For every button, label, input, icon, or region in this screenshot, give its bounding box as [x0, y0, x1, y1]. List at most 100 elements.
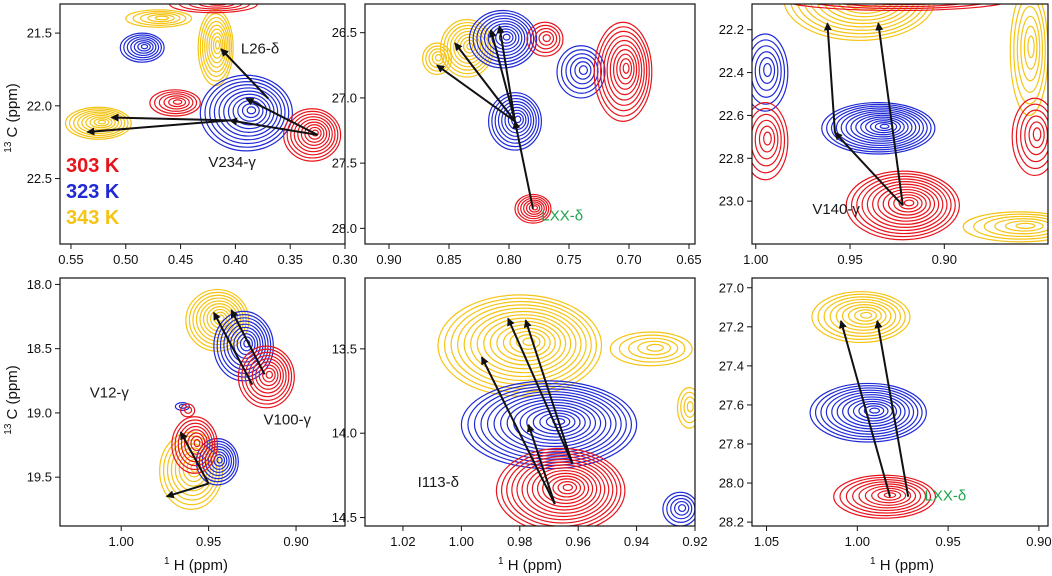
- contour-level: [637, 340, 672, 356]
- contour-level: [162, 435, 221, 506]
- x-tick-label: 0.90: [376, 252, 401, 267]
- x-tick-label: 0.85: [436, 252, 461, 267]
- y-tick-label: 22.6: [719, 108, 744, 123]
- contour-level: [219, 317, 269, 374]
- contour-level: [811, 291, 911, 344]
- contour-level: [803, 4, 920, 31]
- peak-label: V234-γ: [208, 154, 256, 171]
- contour-level: [498, 31, 514, 44]
- contour-level: [119, 32, 165, 63]
- y-tick-label: 18.0: [27, 277, 52, 292]
- x-tick-label: 0.95: [837, 252, 862, 267]
- y-tick-label: 27.8: [719, 436, 744, 451]
- plot-frame: [59, 3, 346, 245]
- contour-level: [826, 103, 932, 153]
- contour-level: [515, 334, 541, 350]
- contour-level: [609, 44, 640, 96]
- contour-level: [218, 87, 279, 137]
- y-tick-label: 26.5: [332, 25, 357, 40]
- contour-level: [528, 203, 541, 213]
- y-tick-label: 27.5: [332, 156, 357, 171]
- contour-level: [616, 53, 635, 85]
- contour-level: [845, 170, 960, 241]
- contour-level: [847, 306, 882, 325]
- contour-peak-343k: [811, 291, 911, 344]
- contour-level: [1023, 25, 1038, 70]
- contour-level: [882, 188, 931, 219]
- contour-peak-343k: [422, 42, 453, 76]
- contour-level: [491, 95, 540, 148]
- contour-level: [154, 15, 169, 21]
- contour-level: [820, 387, 919, 438]
- contour-level: [149, 89, 201, 117]
- contour-layer: [809, 291, 937, 519]
- peak-label: V12-γ: [90, 385, 130, 402]
- x-tick-label: 1.00: [109, 534, 134, 549]
- contour-level: [893, 194, 923, 213]
- contour-level: [199, 13, 233, 82]
- contour-level: [646, 343, 664, 352]
- x-tick-label: 1.00: [743, 252, 768, 267]
- contour-level: [752, 101, 789, 181]
- shift-arrow: [507, 317, 574, 464]
- contour-level: [983, 215, 1048, 238]
- contour-level: [809, 382, 927, 443]
- contour-level: [835, 301, 892, 331]
- contour-level: [754, 119, 779, 160]
- contour-level: [463, 307, 582, 382]
- contour-level: [137, 42, 151, 52]
- contour-level: [188, 4, 243, 10]
- contour-level: [488, 92, 543, 151]
- contour-level: [198, 4, 235, 8]
- contour-level: [670, 497, 693, 520]
- contour-level: [509, 330, 546, 354]
- contour-level: [686, 401, 694, 413]
- contour-level: [522, 337, 536, 346]
- contour-level: [520, 197, 548, 220]
- contour-level: [210, 451, 228, 470]
- x-axis-title-text: H (ppm): [174, 557, 228, 574]
- contour-level: [201, 443, 235, 480]
- contour-level: [506, 399, 602, 448]
- legend-entry: 343 K: [66, 207, 120, 229]
- x-tick-label: 0.90: [283, 534, 308, 549]
- panels: 0.55 0.50 0.45 0.40 0.35 0.30 21.5 22.0 22.5 L26-…: [27, 3, 1052, 549]
- x-tick-label: 0.95: [196, 534, 221, 549]
- x-axis-title-right: 1 H (ppm): [870, 551, 934, 574]
- contour-level: [212, 36, 222, 55]
- contour-level: [545, 415, 571, 429]
- contour-peak-323k: [662, 491, 695, 526]
- x-axis-title-left: 1 H (ppm): [164, 551, 228, 574]
- contour-level: [810, 4, 915, 28]
- contour-level: [208, 4, 227, 6]
- contour-level: [483, 317, 567, 370]
- peak-label: L26-δ: [241, 40, 279, 57]
- contour-layer: [437, 294, 695, 526]
- contour-level: [460, 380, 638, 470]
- x-axis-title-text: H (ppm): [880, 557, 934, 574]
- contour-level: [486, 391, 617, 457]
- shift-arrow: [874, 319, 910, 497]
- contour-level: [183, 406, 193, 414]
- contour-level: [159, 431, 224, 510]
- contour-level: [973, 213, 1048, 240]
- contour-peak-343k: [197, 9, 234, 87]
- contour-level: [783, 4, 936, 42]
- shift-arrow: [523, 319, 574, 464]
- contour-level: [487, 23, 523, 54]
- contour-level: [192, 294, 244, 346]
- contour-level: [168, 97, 187, 108]
- x-tick-label: 1.00: [449, 534, 474, 549]
- plot-frame: [751, 3, 1049, 245]
- contour-level: [860, 311, 873, 319]
- contour-level: [883, 492, 897, 499]
- contour-level: [123, 34, 162, 61]
- x-tick-label: 0.40: [223, 252, 248, 267]
- contour-level: [1028, 121, 1045, 149]
- shift-arrow: [245, 97, 319, 136]
- contour-level: [502, 33, 511, 41]
- x-axis-title-superscript: 1: [164, 556, 170, 567]
- contour-level: [676, 387, 695, 429]
- y-tick-label: 19.0: [27, 405, 52, 420]
- contour-level: [502, 327, 551, 358]
